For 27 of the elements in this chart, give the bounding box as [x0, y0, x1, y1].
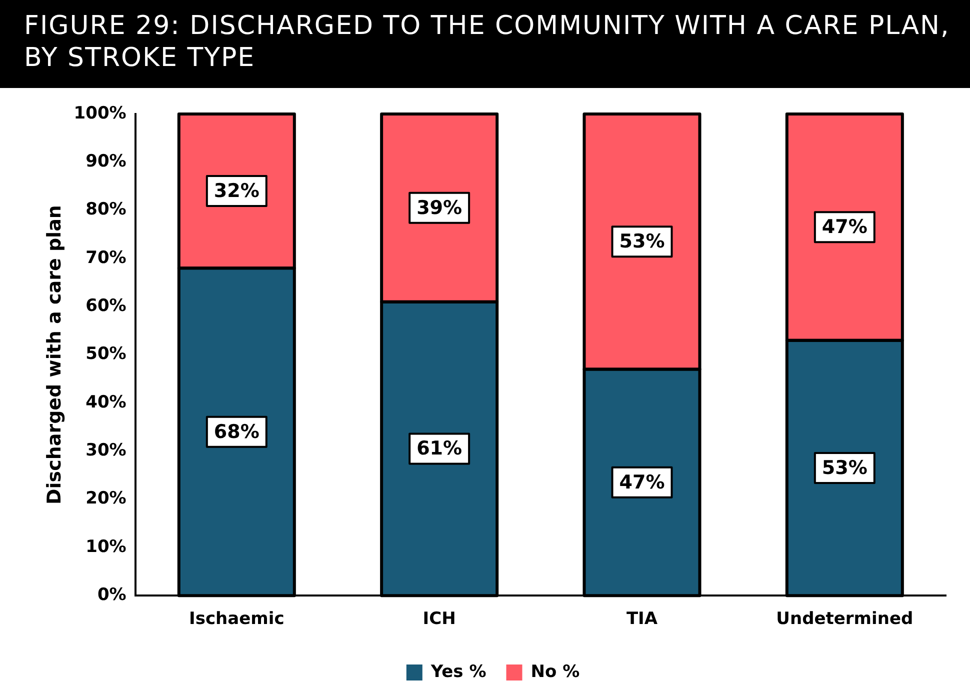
data-label: 61%: [416, 438, 462, 460]
y-tick-label: 100%: [74, 103, 126, 124]
y-axis-title: Discharged with a care plan: [43, 205, 66, 505]
data-label: 32%: [214, 180, 260, 202]
data-label: 53%: [619, 230, 665, 253]
y-tick-label: 20%: [86, 488, 126, 509]
x-tick-label: ICH: [422, 609, 456, 630]
x-tick-label: Ischaemic: [189, 609, 284, 630]
y-tick-label: 60%: [86, 296, 126, 316]
data-label: 47%: [619, 471, 665, 494]
x-tick-label: Undetermined: [776, 609, 914, 630]
y-tick-label: 80%: [86, 200, 126, 220]
legend-label: Yes %: [430, 662, 486, 682]
y-tick-label: 50%: [86, 344, 126, 364]
y-tick-label: 40%: [86, 392, 126, 412]
x-tick-label: TIA: [626, 609, 658, 630]
y-tick-label: 30%: [86, 440, 126, 461]
data-label: 39%: [416, 196, 462, 219]
y-tick-label: 0%: [97, 585, 126, 606]
legend-label: No %: [530, 662, 580, 682]
y-tick-label: 10%: [86, 536, 126, 557]
chart-title: FIGURE 29: DISCHARGED TO THE COMMUNITY WITH A CARE PLAN, BY STROKE TYPE: [0, 0, 970, 88]
data-label: 47%: [822, 216, 868, 238]
data-label: 53%: [822, 456, 868, 479]
data-label: 68%: [214, 420, 260, 443]
y-tick-label: 70%: [86, 248, 126, 268]
y-tick-label: 90%: [86, 152, 126, 172]
